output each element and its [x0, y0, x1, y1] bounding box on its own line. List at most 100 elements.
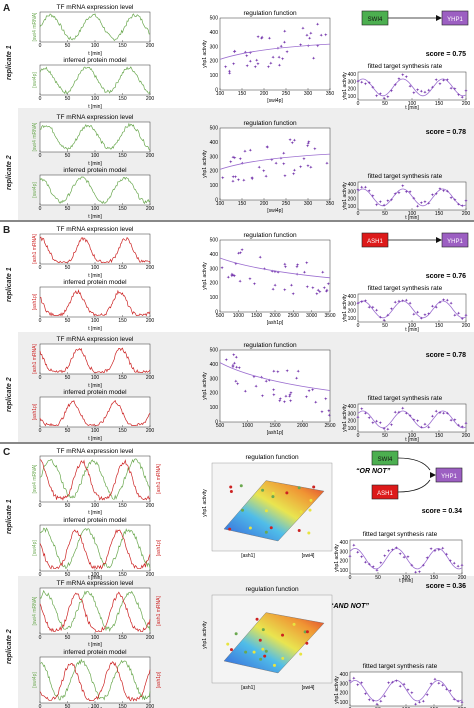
fit-line [349, 680, 463, 702]
data-point: ✦ [410, 563, 414, 569]
x-tick-label: 200 [146, 96, 155, 102]
axis-label: t [min] [88, 161, 102, 167]
data-point: ✦ [448, 688, 452, 694]
data-point: ✦ [394, 546, 398, 552]
data-point: ✦ [316, 288, 320, 294]
data-point: ✦ [230, 272, 234, 278]
data-point: ✦ [233, 49, 237, 55]
y-tick-label: 300 [210, 44, 219, 50]
x-tick-label: 200 [146, 704, 155, 708]
data-point: ✦ [248, 148, 252, 154]
data-point: ✦ [238, 250, 242, 256]
data-point: ✦ [363, 560, 367, 566]
axis-label: inferred protein model [63, 517, 127, 524]
svg-text:“AND NOT”: “AND NOT” [330, 603, 369, 610]
data-point: ✦ [441, 683, 445, 689]
data-point: ✦ [460, 563, 464, 569]
svg-text:score = 0.78: score = 0.78 [426, 129, 466, 136]
data-point: ✦ [232, 273, 236, 279]
y-tick-label: 300 [348, 79, 357, 85]
y-tick-label: 300 [348, 301, 357, 307]
data-point: ✦ [356, 415, 360, 421]
data-point: ✦ [305, 33, 309, 39]
data-point: ✦ [224, 358, 228, 364]
x-tick-label: 100 [408, 101, 417, 107]
fit-line [357, 410, 467, 429]
score: score = 0.76 [426, 273, 466, 280]
data-point: ✦ [248, 276, 252, 282]
data-point: ✦ [231, 174, 235, 180]
data-point: ✦ [401, 184, 405, 190]
data-point: ✦ [283, 29, 287, 35]
yhp1-box-label: YHP1 [447, 239, 463, 245]
data-point [297, 529, 301, 533]
series-line [39, 529, 151, 570]
series-line [39, 176, 151, 205]
data-point [255, 617, 259, 621]
data-point: ✦ [295, 265, 299, 271]
data-point: ✦ [434, 305, 438, 311]
data-point: ✦ [324, 289, 328, 295]
data-point: ✦ [289, 283, 293, 289]
axis-label: t [min] [405, 215, 419, 221]
data-point: ✦ [356, 188, 360, 194]
score: score = 0.34 [422, 508, 462, 515]
data-point: ✦ [404, 298, 408, 304]
data-point: ✦ [240, 248, 244, 254]
data-point: ✦ [393, 300, 397, 306]
data-point: ✦ [437, 681, 441, 687]
data-point: ✦ [449, 418, 453, 424]
series-line [39, 66, 151, 95]
data-point: ✦ [433, 549, 437, 555]
data-point: ✦ [417, 570, 421, 576]
axis-label: yhp1 activity [342, 72, 348, 100]
x-tick-label: 100 [91, 206, 100, 212]
series-line [39, 458, 151, 500]
x-tick-label: 250 [282, 91, 291, 97]
data-point: ✦ [360, 80, 364, 86]
y-tick-label: 500 [210, 126, 219, 132]
axis-label: [ash1p] [267, 430, 284, 436]
data-point [305, 630, 309, 634]
x-tick-label: 200 [146, 503, 155, 509]
data-point: ✦ [371, 564, 375, 570]
data-point: ✦ [456, 564, 460, 570]
data-point: ✦ [267, 378, 271, 384]
axis-label: fitted target synthesis rate [368, 63, 443, 70]
axis-label: t [min] [88, 273, 102, 279]
x-tick-label: 100 [91, 318, 100, 324]
data-point: ✦ [460, 424, 464, 430]
data-point: ✦ [383, 554, 387, 560]
x-tick-label: 150 [118, 265, 127, 271]
data-point: ✦ [232, 353, 236, 359]
data-point: ✦ [292, 168, 296, 174]
axis-label: yhp1 activity [342, 294, 348, 322]
data-point: ✦ [449, 195, 453, 201]
data-point: ✦ [367, 416, 371, 422]
x-tick-label: 50 [382, 211, 388, 217]
data-point: ✦ [265, 145, 269, 151]
x-tick-label: 50 [382, 101, 388, 107]
data-point: ✦ [442, 411, 446, 417]
data-point [299, 510, 303, 514]
data-point: ✦ [421, 563, 425, 569]
data-point: ✦ [276, 370, 280, 376]
panel-label: B [3, 225, 11, 236]
data-point: ✦ [456, 202, 460, 208]
x-tick-label: 0 [39, 428, 42, 434]
data-point: ✦ [360, 185, 364, 191]
data-point: ✦ [410, 690, 414, 696]
data-point: ✦ [360, 300, 364, 306]
data-point: ✦ [363, 411, 367, 417]
regulation-scatter [219, 349, 331, 423]
data-point: ✦ [285, 49, 289, 55]
data-point: ✦ [397, 191, 401, 197]
data-point [228, 527, 232, 531]
x-tick-label: 50 [65, 265, 71, 271]
axis-label: t [min] [88, 104, 102, 110]
axis-label: [ash1 mRNA] [156, 464, 162, 494]
data-point [261, 647, 265, 651]
data-point: ✦ [277, 55, 281, 61]
axis-label: t [min] [88, 383, 102, 389]
